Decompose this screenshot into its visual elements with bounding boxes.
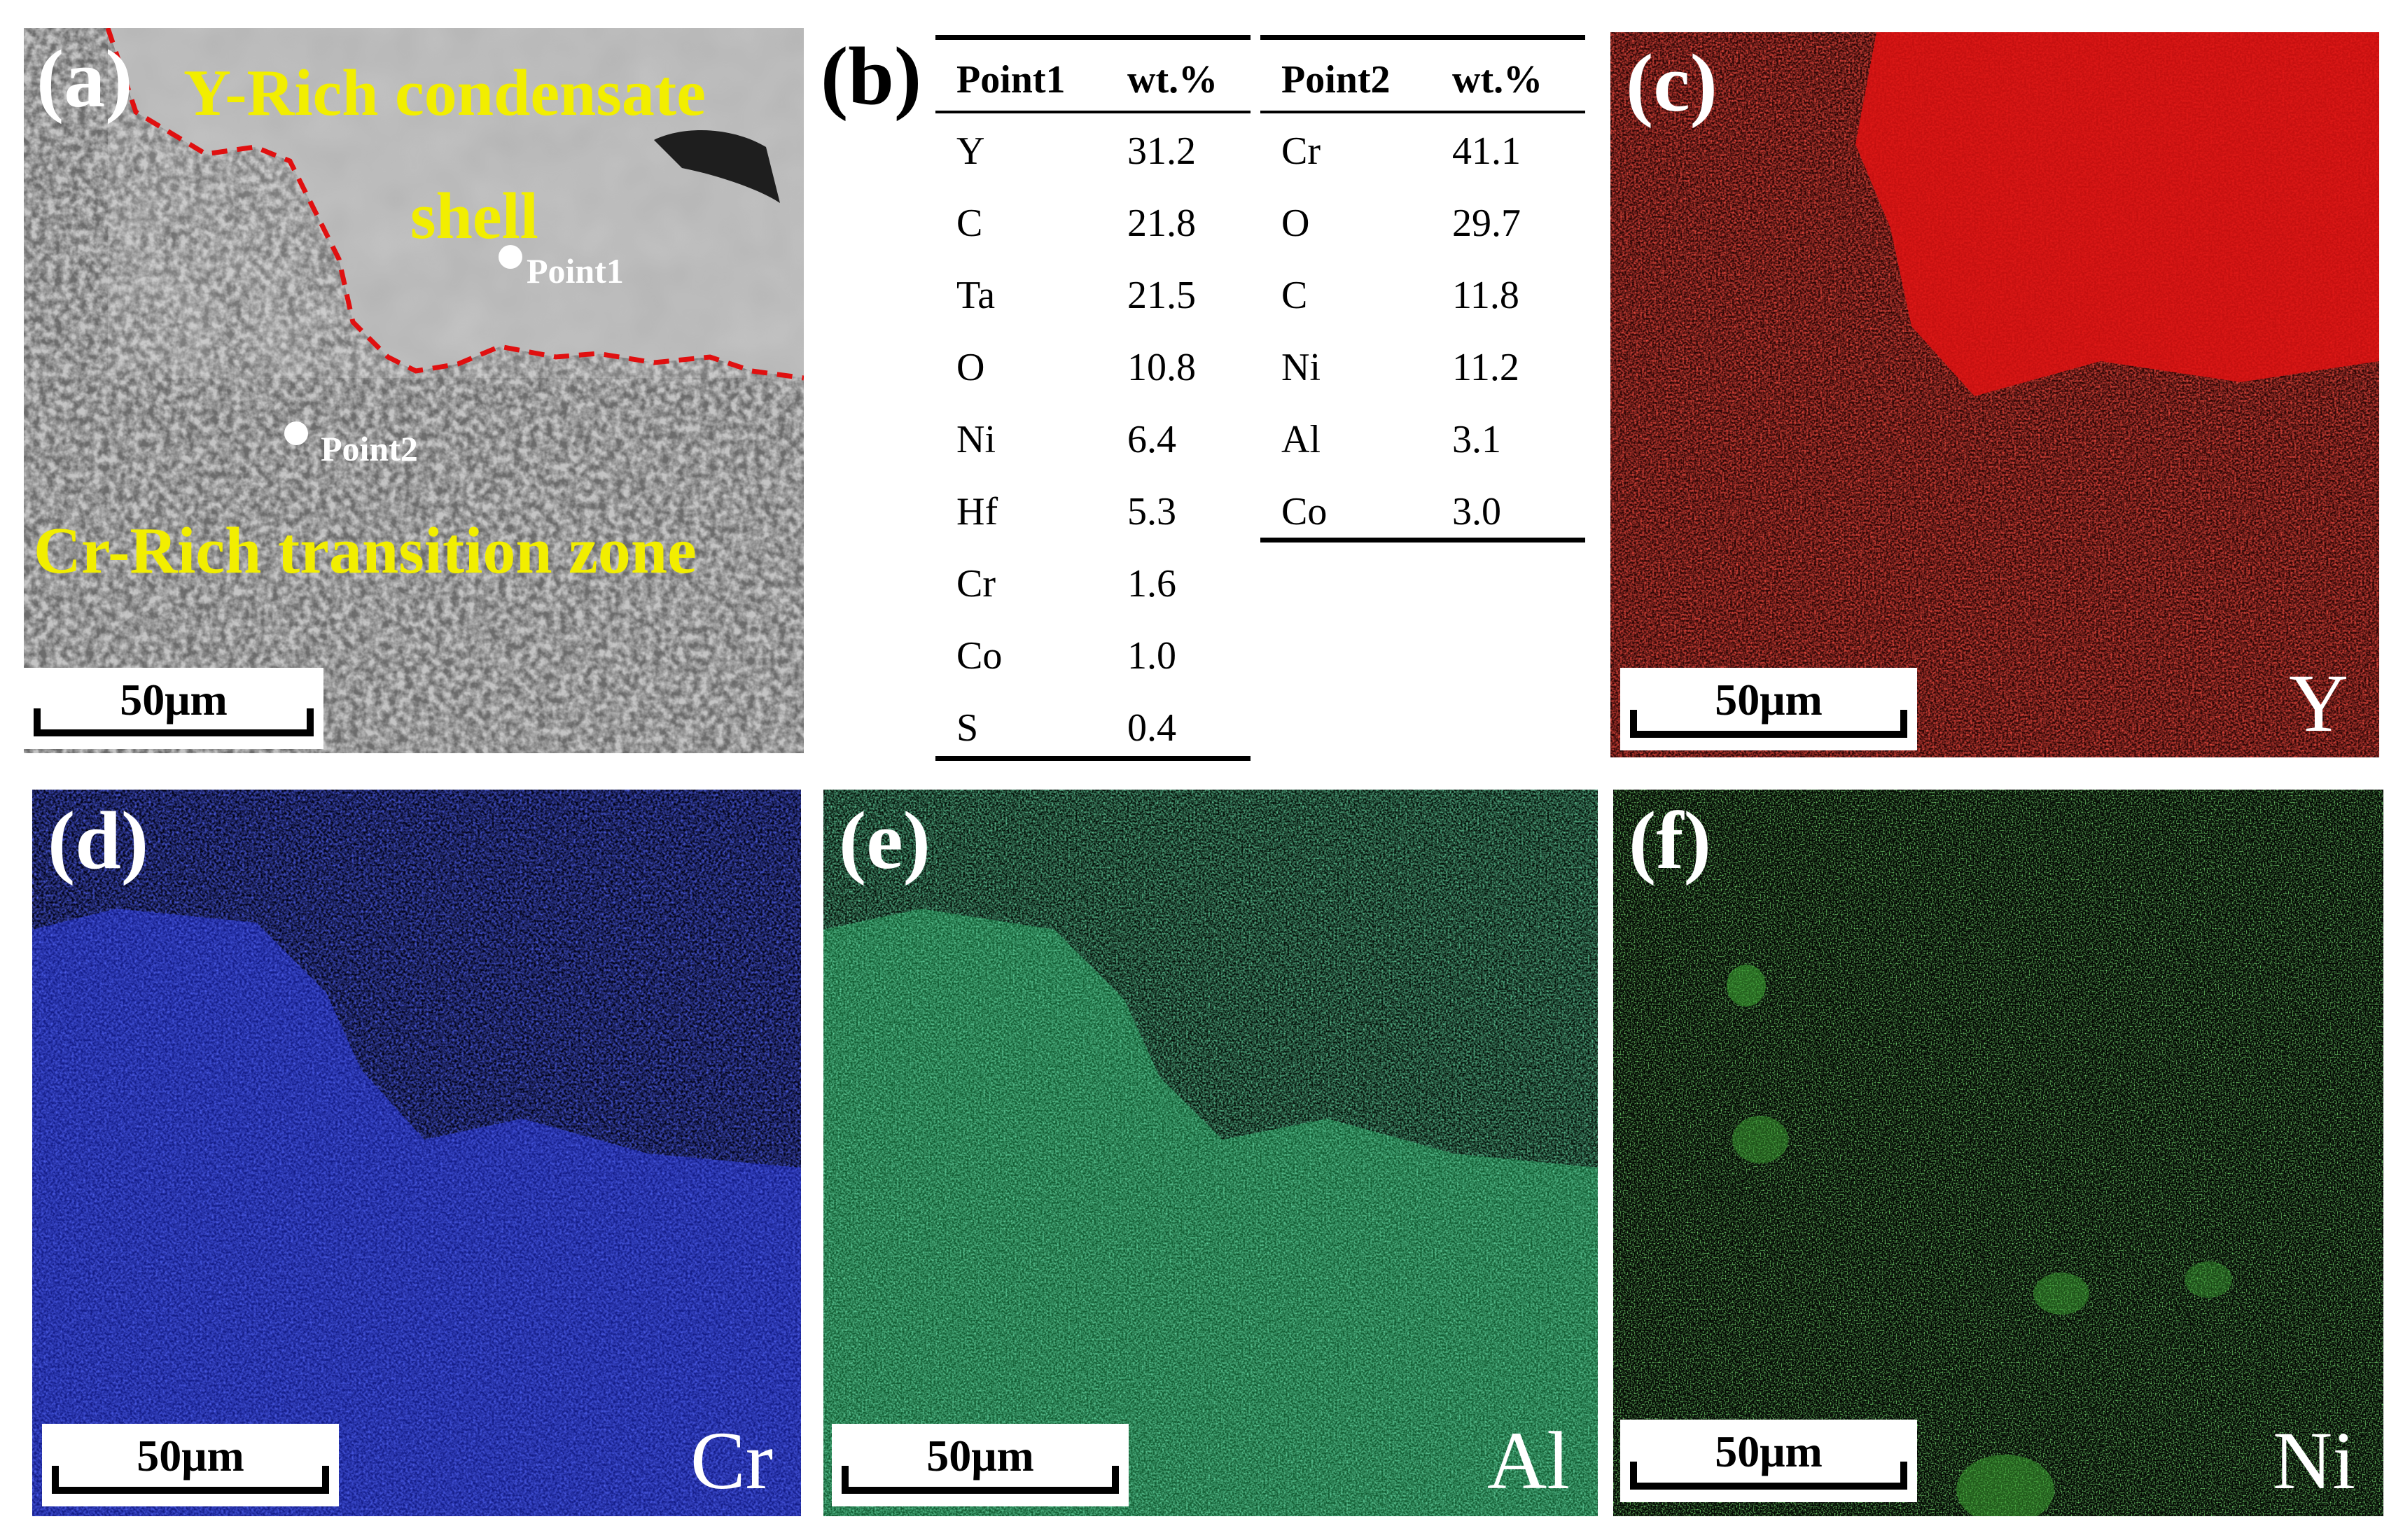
scale-bar-line [842,1487,1119,1494]
panel-d-cr-map: (d) Cr 50μm [32,790,801,1516]
table1-value-cell: 21.5 [1127,274,1196,317]
table2-value-cell: 3.0 [1452,490,1501,533]
table2-element-cell: O [1281,202,1310,245]
table1-value-cell: 1.0 [1127,634,1176,678]
scale-bar-text: 50μm [1715,675,1823,724]
scale-bar: 50μm [1620,1420,1917,1502]
table1-value-cell: 10.8 [1127,346,1196,389]
table1-bottom-rule [935,756,1251,761]
table1-element-cell: Hf [956,490,998,533]
point1-label: Point1 [527,251,624,290]
scale-bar-text: 50μm [137,1431,244,1480]
point2-composition-table: Point2 wt.% Cr 41.1 O 29.7 C 11.8 Ni 11.2 Al 3.1 C… [1260,35,1585,546]
table2-element-cell: Al [1281,418,1321,461]
point1-marker [499,245,522,269]
scale-bar-tick-left [1630,1462,1637,1490]
panel-b-label: (b) [821,30,922,122]
table2-header-rule [1260,111,1585,113]
table1-element-cell: Co [956,634,1003,678]
element-al-label: Al [1487,1415,1570,1506]
table1-value-cell: 31.2 [1127,130,1196,173]
cr-rich-label: Cr-Rich transition zone [34,514,697,587]
table2-value-cell: 3.1 [1452,418,1501,461]
panel-f-label: (f) [1629,794,1711,886]
table1-element-cell: S [956,706,979,750]
table1-top-rule [935,35,1251,40]
element-cr-label: Cr [690,1415,773,1506]
panel-e-label: (e) [839,794,931,886]
table1-header-wt: wt.% [1127,58,1218,102]
element-y-label: Y [2288,657,2348,749]
table1-header-point: Point1 [956,58,1066,102]
panel-c-label: (c) [1626,37,1718,129]
point2-marker [284,421,308,445]
scale-bar-tick-left [1630,710,1637,738]
element-ni-label: Ni [2273,1415,2355,1506]
scale-bar-line [34,729,314,736]
table2-value-cell: 29.7 [1452,202,1521,245]
scale-bar-tick-left [34,708,41,736]
scale-bar-tick-left [52,1466,59,1494]
table1-header-rule [935,111,1251,113]
table1-value-cell: 0.4 [1127,706,1176,750]
panel-e-al-map: (e) Al 50μm [823,790,1598,1516]
table2-bottom-rule [1260,538,1585,542]
table1-element-cell: Ta [956,274,996,317]
y-rich-label: Y-Rich condensate [183,57,706,130]
table2-value-cell: 41.1 [1452,130,1521,173]
scale-bar-tick-right [307,708,314,736]
scale-bar-tick-right [1900,1462,1907,1490]
scale-bar-tick-right [1112,1466,1119,1494]
point2-label: Point2 [321,429,418,468]
scale-bar: 50μm [42,1424,339,1506]
scale-bar-line [1630,731,1907,738]
table1-element-cell: Y [956,130,985,173]
table1-value-cell: 1.6 [1127,562,1176,606]
sem-background [24,28,804,753]
table2-value-cell: 11.8 [1452,274,1519,317]
table2-element-cell: Co [1281,490,1328,533]
table1-element-cell: O [956,346,985,389]
table2-top-rule [1260,35,1585,40]
table1-element-cell: Ni [956,418,996,461]
scale-bar-line [52,1487,329,1494]
scale-bar-tick-left [842,1466,849,1494]
table2-value-cell: 11.2 [1452,346,1519,389]
table2-header-point: Point2 [1281,58,1391,102]
shell-label: shell [410,180,538,253]
scale-bar: 50μm [832,1424,1129,1506]
scale-bar: 50μm [1620,668,1917,750]
scale-bar-line [1630,1483,1907,1490]
table1-element-cell: Cr [956,562,996,606]
table2-header-wt: wt.% [1452,58,1543,102]
boundary-dashed-line [105,28,804,381]
scale-bar-tick-right [1900,710,1907,738]
scale-bar: 50μm [24,668,323,749]
table2-element-cell: Ni [1281,346,1321,389]
panel-c-y-map: (c) Y 50μm [1610,32,2379,757]
table1-value-cell: 21.8 [1127,202,1196,245]
panel-f-ni-map: (f) Ni 50μm [1613,790,2383,1516]
panel-d-label: (d) [48,794,149,886]
point1-composition-table: Point1 wt.% Y 31.2 C 21.8 Ta 21.5 O 10.8 Ni 6.4 Hf… [935,35,1251,763]
table1-element-cell: C [956,202,983,245]
table2-element-cell: C [1281,274,1308,317]
table1-value-cell: 6.4 [1127,418,1176,461]
scale-bar-text: 50μm [120,675,228,724]
panel-a-label: (a) [36,33,133,125]
scale-bar-text: 50μm [926,1431,1034,1480]
panel-a-sem-image: (a) Y-Rich condensate shell Point1 Point… [24,28,804,753]
table2-element-cell: Cr [1281,130,1321,173]
scale-bar-text: 50μm [1715,1427,1823,1476]
scale-bar-tick-right [322,1466,329,1494]
table1-value-cell: 5.3 [1127,490,1176,533]
